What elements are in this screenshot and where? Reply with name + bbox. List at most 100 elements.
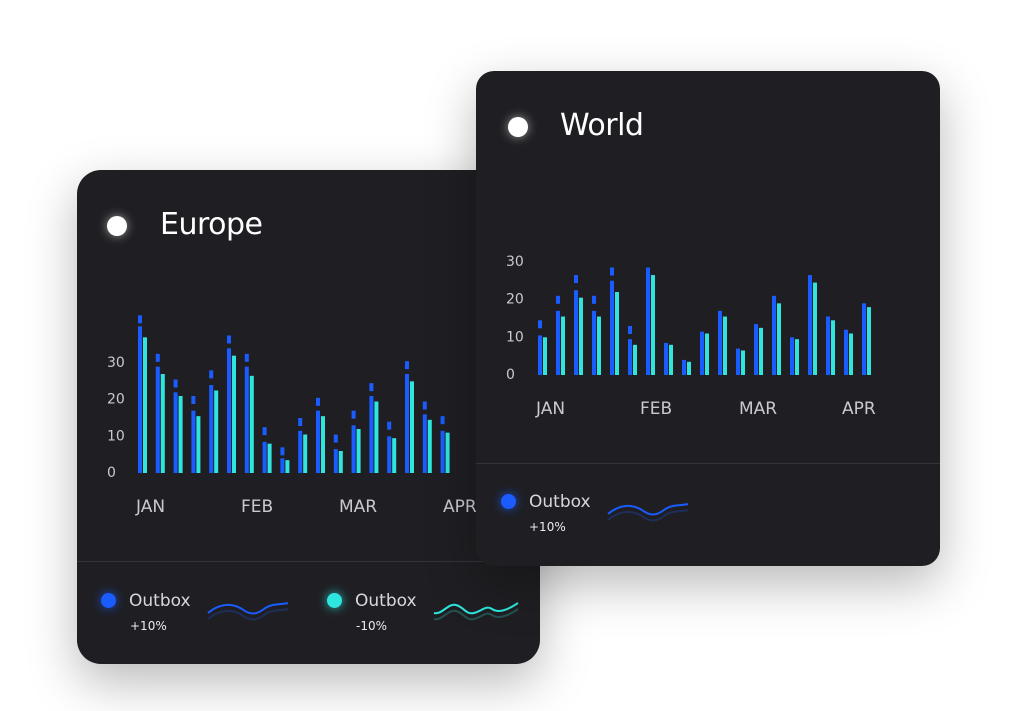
bar-cap-blue xyxy=(227,335,231,344)
bar-cap-blue xyxy=(155,353,160,362)
bar-outbox-blue xyxy=(664,342,668,375)
bar-cap-blue xyxy=(574,275,578,284)
bar-cap-blue xyxy=(538,320,542,329)
legend-change: +10% xyxy=(130,619,167,633)
y-tick-label: 30 xyxy=(107,355,125,371)
bar-outbox-blue xyxy=(333,449,338,473)
bar-cap-blue xyxy=(440,416,445,425)
bar-outbox-cyan xyxy=(356,429,361,473)
bar-outbox-blue xyxy=(298,430,303,473)
bar-outbox-blue xyxy=(227,348,231,473)
bar-outbox-blue xyxy=(369,396,374,473)
bar-cap-blue xyxy=(209,370,214,379)
bar-outbox-cyan xyxy=(615,292,619,375)
bar-outbox-cyan xyxy=(579,297,583,375)
bar-outbox-blue xyxy=(538,335,542,375)
x-tick-label: JAN xyxy=(535,399,565,419)
bar-outbox-blue xyxy=(808,275,812,375)
y-tick-label: 20 xyxy=(506,292,524,308)
bar-outbox-blue xyxy=(844,329,848,375)
sparkline-icon xyxy=(207,602,289,621)
x-tick-label: JAN xyxy=(135,497,165,517)
bar-outbox-blue xyxy=(173,392,178,473)
europe-bar-chart: 0 10 20 30 JAN FEB MAR APR xyxy=(107,315,477,517)
europe-legend-divider xyxy=(77,561,540,562)
bar-outbox-blue xyxy=(826,316,830,375)
bar-cap-blue xyxy=(351,410,356,419)
bar-outbox-blue xyxy=(316,410,320,473)
y-tick-label: 0 xyxy=(506,367,515,383)
bar-cap-blue xyxy=(628,325,632,334)
bar-cap-blue xyxy=(298,418,303,426)
bar-outbox-cyan xyxy=(427,419,432,473)
legend-dot-cyan xyxy=(327,593,342,608)
bar-outbox-blue xyxy=(351,425,356,473)
europe-title: Europe xyxy=(160,207,263,242)
x-tick-label: FEB xyxy=(640,399,672,419)
bar-cap-blue xyxy=(422,401,427,410)
bar-outbox-blue xyxy=(772,295,776,375)
bar-outbox-cyan xyxy=(741,350,745,375)
y-tick-label: 0 xyxy=(107,465,116,481)
bar-outbox-blue xyxy=(592,310,596,375)
bar-outbox-cyan xyxy=(321,416,325,473)
bar-cap-blue xyxy=(387,421,392,430)
bar-outbox-cyan xyxy=(445,432,450,473)
bar-outbox-blue xyxy=(280,458,285,473)
bar-outbox-blue xyxy=(209,385,214,473)
bar-outbox-blue xyxy=(440,430,445,473)
legend-label: Outbox xyxy=(355,591,417,611)
x-tick-label: MAR xyxy=(339,497,377,517)
bar-outbox-cyan xyxy=(143,337,147,473)
bar-outbox-cyan xyxy=(374,401,379,473)
bar-outbox-cyan xyxy=(410,381,414,473)
x-tick-label: MAR xyxy=(739,399,777,419)
bar-outbox-cyan xyxy=(867,307,871,375)
bar-outbox-cyan xyxy=(543,337,547,375)
bar-outbox-cyan xyxy=(249,375,254,473)
bar-outbox-blue xyxy=(244,366,249,473)
y-tick-label: 20 xyxy=(107,392,125,408)
bar-outbox-blue xyxy=(574,290,578,375)
bar-outbox-blue xyxy=(862,303,866,375)
bar-cap-blue xyxy=(610,267,614,276)
bar-outbox-cyan xyxy=(285,460,290,473)
legend-dot-blue xyxy=(101,593,116,608)
legend-dot-blue xyxy=(501,494,516,509)
bar-outbox-blue xyxy=(700,331,704,375)
bar-outbox-cyan xyxy=(232,355,236,473)
bar-outbox-cyan xyxy=(178,396,183,473)
bar-outbox-blue xyxy=(754,324,758,375)
bar-outbox-blue xyxy=(718,310,722,375)
bar-outbox-cyan xyxy=(705,333,709,375)
bar-outbox-blue xyxy=(138,326,142,473)
europe-card: Europe 0 10 20 30 JAN FEB MAR APR Outbox +10% O… xyxy=(77,170,540,664)
x-tick-label: FEB xyxy=(241,497,273,517)
world-card: World 0 10 20 30 JAN FEB MAR APR Outbox +10% xyxy=(476,71,940,566)
bar-cap-blue xyxy=(405,361,409,370)
bar-outbox-cyan xyxy=(669,344,673,375)
bar-outbox-blue xyxy=(155,366,160,473)
world-title: World xyxy=(560,108,644,143)
europe-status-dot xyxy=(107,216,127,236)
world-bar-chart: 0 10 20 30 JAN FEB MAR APR xyxy=(506,254,876,419)
bar-outbox-blue xyxy=(790,337,794,375)
bar-outbox-cyan xyxy=(687,361,691,375)
bar-outbox-blue xyxy=(556,310,560,375)
bar-outbox-cyan xyxy=(160,374,165,473)
world-status-dot xyxy=(508,117,528,137)
bar-outbox-blue xyxy=(387,436,392,473)
bar-outbox-cyan xyxy=(392,438,397,473)
bar-outbox-cyan xyxy=(303,434,308,473)
bar-cap-blue xyxy=(262,427,267,436)
bar-outbox-cyan xyxy=(759,327,763,375)
bar-cap-blue xyxy=(280,447,285,456)
sparkline-icon xyxy=(607,503,689,522)
bar-outbox-blue xyxy=(422,414,427,473)
bar-cap-blue xyxy=(244,353,249,362)
bar-outbox-cyan xyxy=(813,282,817,375)
bar-outbox-cyan xyxy=(651,275,655,375)
bar-outbox-cyan xyxy=(597,316,601,375)
bar-outbox-cyan xyxy=(561,316,565,375)
bar-outbox-blue xyxy=(405,374,409,473)
